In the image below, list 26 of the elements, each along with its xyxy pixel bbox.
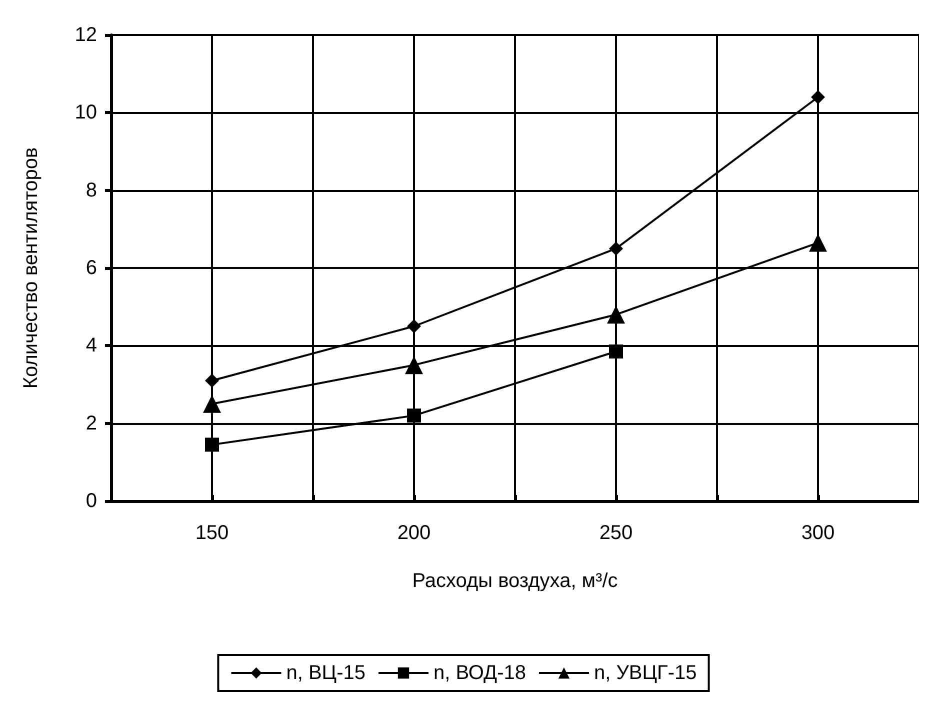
x-axis-title: Расходы воздуха, м³/с [412,570,618,592]
y-tick-label: 4 [86,334,97,357]
point [607,306,625,324]
y-tick-label: 10 [74,102,97,124]
y-tick-label: 2 [86,412,97,434]
point [609,242,623,256]
x-tick-label: 200 [397,522,431,544]
point [809,234,827,252]
point [407,408,421,423]
x-tick-label: 300 [801,522,835,544]
point [205,438,219,452]
y-tick-label: 0 [86,490,97,512]
point [205,374,219,388]
point [405,356,423,374]
legend-label: n, УВЦГ-15 [594,662,697,684]
point [811,90,825,104]
y-tick-label: 8 [86,179,97,202]
y-tick-label: 6 [86,257,97,279]
x-tick-label: 150 [195,522,229,544]
x-tick-label: 250 [599,522,633,544]
y-axis-title: Количество вентиляторов [20,147,42,389]
point [609,344,623,358]
point [407,319,421,334]
y-tick-label: 12 [74,24,97,46]
legend-label: n, ВЦ-15 [286,662,366,684]
legend-label: n, ВОД-18 [433,662,526,684]
